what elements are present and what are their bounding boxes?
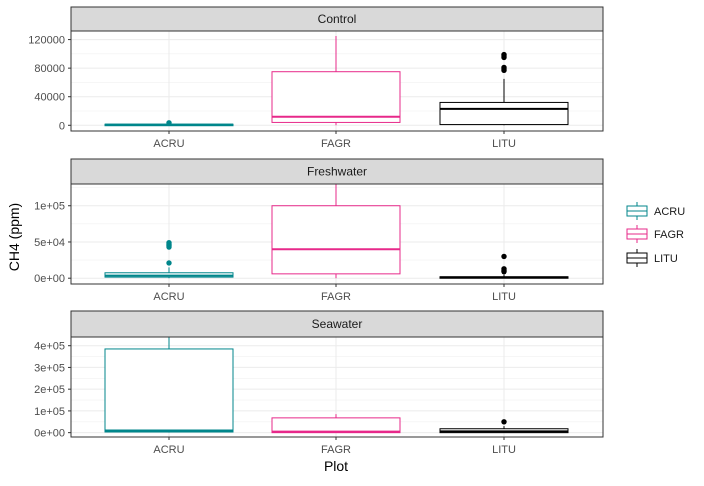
facet-title: Control (318, 12, 357, 26)
outlier-point (501, 266, 507, 272)
x-tick-label: ACRU (153, 444, 184, 456)
y-tick-label: 80000 (34, 63, 65, 75)
facet-title: Seawater (312, 317, 363, 331)
facet-strip (70, 6, 604, 32)
y-axis-title: CH4 (ppm) (6, 203, 22, 271)
x-tick-label: FAGR (321, 444, 351, 456)
outlier-point (166, 260, 172, 266)
y-tick-label: 4e+05 (34, 341, 65, 353)
x-tick-label: LITU (492, 444, 516, 456)
y-tick-label: 120000 (28, 35, 65, 47)
panel-border (70, 183, 604, 285)
y-tick-label: 40000 (34, 92, 65, 104)
facet-title: Freshwater (307, 165, 367, 179)
y-tick-label: 5e+04 (34, 237, 65, 249)
outlier-point (501, 253, 507, 260)
panel-border (70, 336, 604, 438)
legend-label: ACRU (654, 206, 685, 218)
legend-label: LITU (654, 253, 678, 265)
y-tick-label: 0 (59, 120, 65, 132)
outlier-point (166, 120, 172, 126)
outlier-point (166, 239, 172, 246)
box-fagr (271, 205, 401, 275)
x-tick-label: ACRU (153, 291, 184, 303)
x-tick-label: ACRU (153, 138, 184, 150)
y-tick-label: 0e+00 (34, 428, 65, 440)
outlier-point (501, 419, 507, 425)
facet-strip (70, 310, 604, 338)
y-tick-label: 3e+05 (34, 362, 65, 374)
box-fagr (271, 417, 401, 434)
outlier-point (501, 64, 507, 71)
x-tick-label: LITU (492, 138, 516, 150)
facet-strip (70, 158, 604, 185)
box-acru (104, 348, 234, 433)
outlier-point (501, 51, 507, 58)
box-litu (439, 101, 569, 126)
y-tick-label: 2e+05 (34, 384, 65, 396)
x-tick-label: FAGR (321, 138, 351, 150)
panel-border (70, 30, 604, 132)
y-tick-label: 0e+00 (34, 273, 65, 285)
x-tick-label: FAGR (321, 291, 351, 303)
x-axis-title: Plot (324, 458, 348, 474)
x-tick-label: LITU (492, 291, 516, 303)
box-fagr (271, 71, 401, 123)
y-tick-label: 1e+05 (34, 201, 65, 213)
y-tick-label: 1e+05 (34, 406, 65, 418)
legend-label: FAGR (654, 229, 684, 241)
